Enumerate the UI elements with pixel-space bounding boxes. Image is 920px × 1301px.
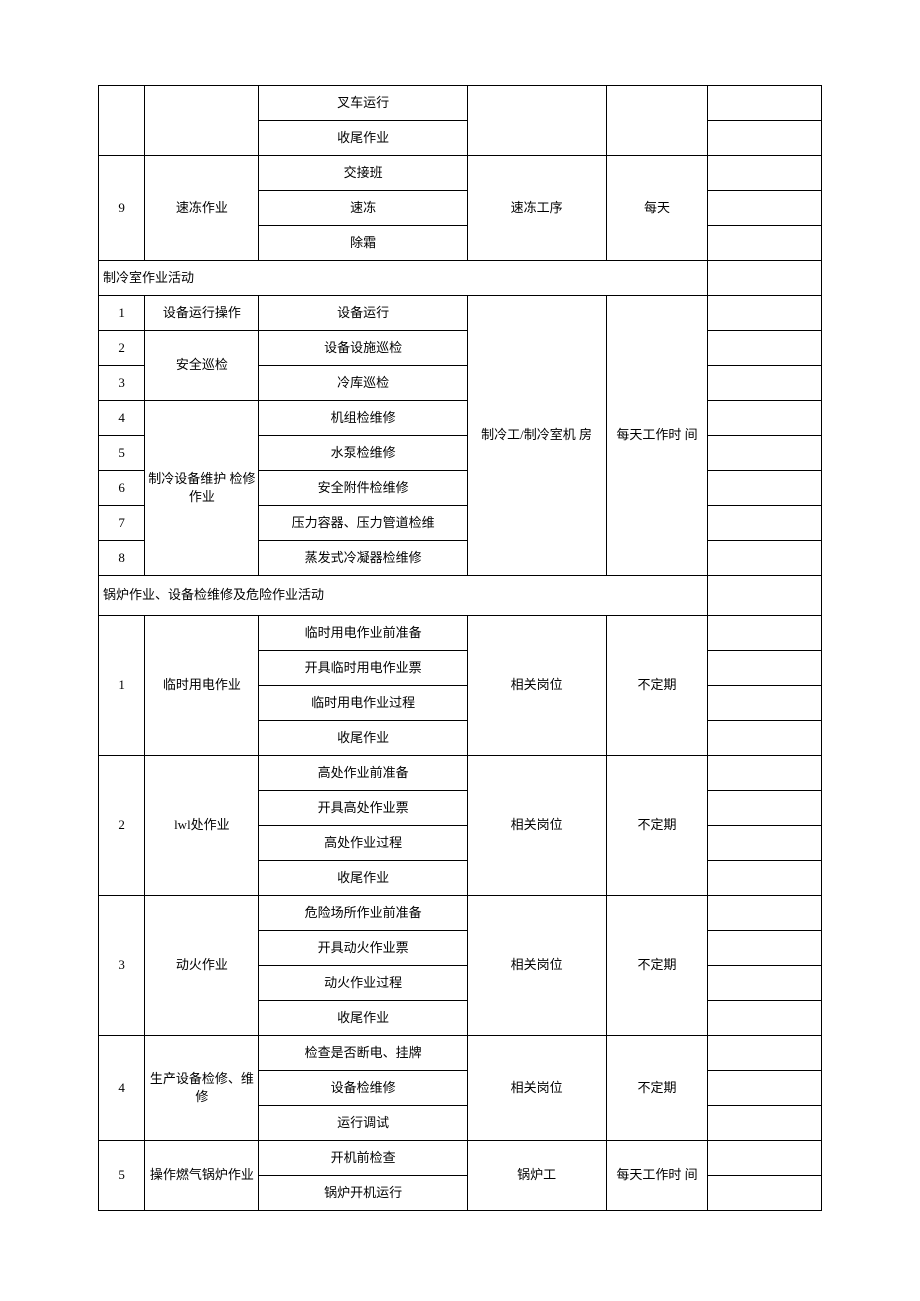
cell: 1 [99, 616, 145, 756]
cell: 开具动火作业票 [259, 931, 467, 966]
cell: 4 [99, 401, 145, 436]
cell: 危险场所作业前准备 [259, 896, 467, 931]
cell: 安全巡检 [145, 331, 259, 401]
cell: 5 [99, 436, 145, 471]
cell: 冷库巡检 [259, 366, 467, 401]
section-header: 锅炉作业、设备检维修及危险作业活动 [99, 576, 822, 616]
cell: 9 [99, 156, 145, 261]
cell: 临时用电作业前准备 [259, 616, 467, 651]
table-row: 1 设备运行操作 设备运行 制冷工/制冷室机 房 每天工作时 间 [99, 296, 822, 331]
cell: 开具高处作业票 [259, 791, 467, 826]
cell: 动火作业 [145, 896, 259, 1036]
cell: 检查是否断电、挂牌 [259, 1036, 467, 1071]
cell: 6 [99, 471, 145, 506]
cell: 压力容器、压力管道检维 [259, 506, 467, 541]
cell: 锅炉工 [467, 1141, 606, 1211]
cell: 3 [99, 366, 145, 401]
cell: 开机前检查 [259, 1141, 467, 1176]
cell: 7 [99, 506, 145, 541]
cell: 3 [99, 896, 145, 1036]
cell: 每天工作时 间 [606, 1141, 708, 1211]
cell: 临时用电作业 [145, 616, 259, 756]
cell: 相关岗位 [467, 756, 606, 896]
cell: 收尾作业 [259, 861, 467, 896]
table-row: 4 生产设备检修、维修 检查是否断电、挂牌 相关岗位 不定期 [99, 1036, 822, 1071]
table-row: 5 操作燃气锅炉作业 开机前检查 锅炉工 每天工作时 间 [99, 1141, 822, 1176]
cell: 制冷工/制冷室机 房 [467, 296, 606, 576]
cell: 相关岗位 [467, 896, 606, 1036]
cell: 收尾作业 [259, 121, 467, 156]
cell: 设备设施巡检 [259, 331, 467, 366]
cell: 交接班 [259, 156, 467, 191]
table-row: 9 速冻作业 交接班 速冻工序 每天 [99, 156, 822, 191]
cell: 设备运行操作 [145, 296, 259, 331]
cell: 高处作业前准备 [259, 756, 467, 791]
cell: 收尾作业 [259, 721, 467, 756]
cell: 制冷设备维护 检修作业 [145, 401, 259, 576]
cell: 锅炉开机运行 [259, 1176, 467, 1211]
table-row: 叉车运行 [99, 86, 822, 121]
table-row: 4 制冷设备维护 检修作业 机组检维修 [99, 401, 822, 436]
cell: 2 [99, 331, 145, 366]
table-row: 1 临时用电作业 临时用电作业前准备 相关岗位 不定期 [99, 616, 822, 651]
cell: 开具临时用电作业票 [259, 651, 467, 686]
cell: 不定期 [606, 756, 708, 896]
table-row: 2 安全巡检 设备设施巡检 [99, 331, 822, 366]
cell: 8 [99, 541, 145, 576]
cell: 4 [99, 1036, 145, 1141]
cell: 安全附件检维修 [259, 471, 467, 506]
cell: 动火作业过程 [259, 966, 467, 1001]
section-header: 制冷室作业活动 [99, 261, 822, 296]
cell: 生产设备检修、维修 [145, 1036, 259, 1141]
cell: 运行调试 [259, 1106, 467, 1141]
cell: 相关岗位 [467, 1036, 606, 1141]
section-title: 锅炉作业、设备检维修及危险作业活动 [99, 576, 708, 616]
cell: 操作燃气锅炉作业 [145, 1141, 259, 1211]
cell: 速冻 [259, 191, 467, 226]
cell: 叉车运行 [259, 86, 467, 121]
cell: 1 [99, 296, 145, 331]
cell: 除霜 [259, 226, 467, 261]
cell: 5 [99, 1141, 145, 1211]
cell: 相关岗位 [467, 616, 606, 756]
table-row: 3 动火作业 危险场所作业前准备 相关岗位 不定期 [99, 896, 822, 931]
cell: 不定期 [606, 896, 708, 1036]
cell: 机组检维修 [259, 401, 467, 436]
cell: 速冻作业 [145, 156, 259, 261]
cell: 收尾作业 [259, 1001, 467, 1036]
cell: 不定期 [606, 616, 708, 756]
cell: 蒸发式冷凝器检维修 [259, 541, 467, 576]
cell: 高处作业过程 [259, 826, 467, 861]
cell: 临时用电作业过程 [259, 686, 467, 721]
cell: 每天工作时 间 [606, 296, 708, 576]
section-title: 制冷室作业活动 [99, 261, 708, 296]
table-row: 2 lwl处作业 高处作业前准备 相关岗位 不定期 [99, 756, 822, 791]
cell: 设备运行 [259, 296, 467, 331]
cell: 速冻工序 [467, 156, 606, 261]
main-table: 叉车运行 收尾作业 9 速冻作业 交接班 速冻工序 每天 速冻 除霜 制冷室作业… [98, 85, 822, 1211]
cell: 每天 [606, 156, 708, 261]
cell: 水泵检维修 [259, 436, 467, 471]
cell: 2 [99, 756, 145, 896]
cell: lwl处作业 [145, 756, 259, 896]
cell: 不定期 [606, 1036, 708, 1141]
cell: 设备检维修 [259, 1071, 467, 1106]
